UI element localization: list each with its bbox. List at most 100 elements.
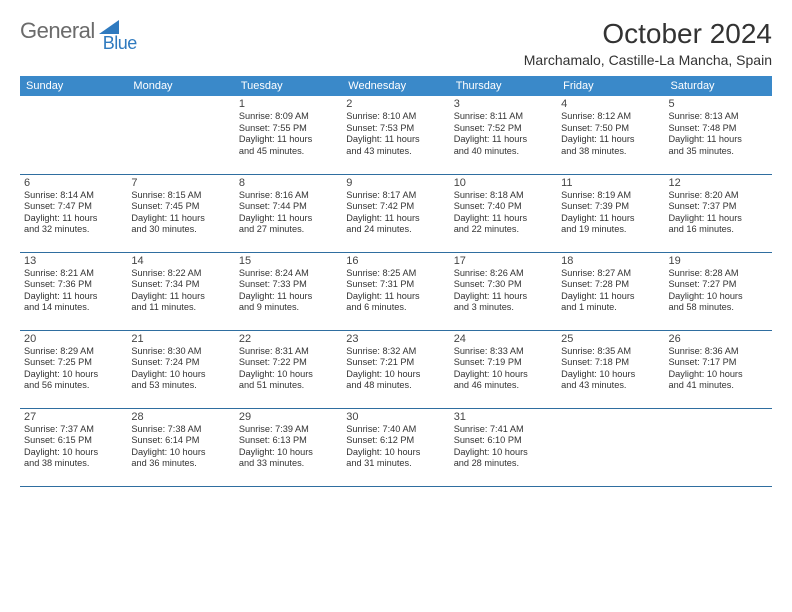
calendar-cell-empty [665,408,772,486]
calendar-cell: 29Sunrise: 7:39 AMSunset: 6:13 PMDayligh… [235,408,342,486]
weekday-header: Saturday [665,76,772,96]
sunrise-line: Sunrise: 8:36 AM [669,346,768,358]
daylight-line: and 53 minutes. [131,380,230,392]
daylight-line: and 28 minutes. [454,458,553,470]
daylight-line: and 41 minutes. [669,380,768,392]
sunset-line: Sunset: 7:52 PM [454,123,553,135]
daylight-line: and 45 minutes. [239,146,338,158]
day-number: 9 [346,177,445,189]
daylight-line: Daylight: 10 hours [669,369,768,381]
calendar-week-row: 13Sunrise: 8:21 AMSunset: 7:36 PMDayligh… [20,252,772,330]
sunset-line: Sunset: 7:40 PM [454,201,553,213]
calendar-cell: 14Sunrise: 8:22 AMSunset: 7:34 PMDayligh… [127,252,234,330]
daylight-line: and 30 minutes. [131,224,230,236]
calendar-cell: 9Sunrise: 8:17 AMSunset: 7:42 PMDaylight… [342,174,449,252]
sunrise-line: Sunrise: 8:26 AM [454,268,553,280]
sunset-line: Sunset: 7:39 PM [561,201,660,213]
daylight-line: Daylight: 10 hours [239,447,338,459]
sunset-line: Sunset: 7:22 PM [239,357,338,369]
sunset-line: Sunset: 7:18 PM [561,357,660,369]
calendar-cell-empty [20,96,127,174]
day-number: 14 [131,255,230,267]
day-number: 30 [346,411,445,423]
day-number: 5 [669,98,768,110]
sunset-line: Sunset: 7:28 PM [561,279,660,291]
logo-word-blue: Blue [103,33,137,54]
day-number: 29 [239,411,338,423]
daylight-line: and 48 minutes. [346,380,445,392]
sunrise-line: Sunrise: 8:31 AM [239,346,338,358]
weekday-header: Tuesday [235,76,342,96]
calendar-cell: 27Sunrise: 7:37 AMSunset: 6:15 PMDayligh… [20,408,127,486]
calendar-cell: 26Sunrise: 8:36 AMSunset: 7:17 PMDayligh… [665,330,772,408]
daylight-line: Daylight: 11 hours [346,213,445,225]
calendar-cell: 31Sunrise: 7:41 AMSunset: 6:10 PMDayligh… [450,408,557,486]
sunrise-line: Sunrise: 7:40 AM [346,424,445,436]
daylight-line: Daylight: 11 hours [239,291,338,303]
sunset-line: Sunset: 7:45 PM [131,201,230,213]
calendar-cell: 2Sunrise: 8:10 AMSunset: 7:53 PMDaylight… [342,96,449,174]
day-number: 24 [454,333,553,345]
daylight-line: Daylight: 11 hours [669,213,768,225]
daylight-line: and 19 minutes. [561,224,660,236]
calendar-week-row: 1Sunrise: 8:09 AMSunset: 7:55 PMDaylight… [20,96,772,174]
sunrise-line: Sunrise: 7:39 AM [239,424,338,436]
daylight-line: Daylight: 11 hours [454,213,553,225]
calendar-week-row: 20Sunrise: 8:29 AMSunset: 7:25 PMDayligh… [20,330,772,408]
daylight-line: and 35 minutes. [669,146,768,158]
sunset-line: Sunset: 6:14 PM [131,435,230,447]
daylight-line: and 43 minutes. [561,380,660,392]
title-block: October 2024 Marchamalo, Castille-La Man… [524,18,772,68]
daylight-line: Daylight: 11 hours [131,213,230,225]
calendar-cell: 30Sunrise: 7:40 AMSunset: 6:12 PMDayligh… [342,408,449,486]
day-number: 21 [131,333,230,345]
day-number: 12 [669,177,768,189]
calendar-cell: 23Sunrise: 8:32 AMSunset: 7:21 PMDayligh… [342,330,449,408]
day-number: 1 [239,98,338,110]
sunrise-line: Sunrise: 8:35 AM [561,346,660,358]
calendar-cell: 19Sunrise: 8:28 AMSunset: 7:27 PMDayligh… [665,252,772,330]
sunset-line: Sunset: 6:15 PM [24,435,123,447]
calendar-week-row: 27Sunrise: 7:37 AMSunset: 6:15 PMDayligh… [20,408,772,486]
sunrise-line: Sunrise: 8:30 AM [131,346,230,358]
calendar-cell: 18Sunrise: 8:27 AMSunset: 7:28 PMDayligh… [557,252,664,330]
daylight-line: and 36 minutes. [131,458,230,470]
sunset-line: Sunset: 7:44 PM [239,201,338,213]
calendar-cell: 3Sunrise: 8:11 AMSunset: 7:52 PMDaylight… [450,96,557,174]
calendar-cell: 11Sunrise: 8:19 AMSunset: 7:39 PMDayligh… [557,174,664,252]
daylight-line: and 24 minutes. [346,224,445,236]
sunrise-line: Sunrise: 8:16 AM [239,190,338,202]
sunset-line: Sunset: 7:33 PM [239,279,338,291]
calendar-cell: 1Sunrise: 8:09 AMSunset: 7:55 PMDaylight… [235,96,342,174]
daylight-line: Daylight: 10 hours [131,447,230,459]
sunset-line: Sunset: 7:47 PM [24,201,123,213]
calendar-cell: 13Sunrise: 8:21 AMSunset: 7:36 PMDayligh… [20,252,127,330]
day-number: 13 [24,255,123,267]
sunset-line: Sunset: 7:27 PM [669,279,768,291]
daylight-line: Daylight: 10 hours [24,369,123,381]
sunset-line: Sunset: 7:25 PM [24,357,123,369]
weekday-header: Sunday [20,76,127,96]
sunset-line: Sunset: 7:21 PM [346,357,445,369]
calendar-week-row: 6Sunrise: 8:14 AMSunset: 7:47 PMDaylight… [20,174,772,252]
daylight-line: and 43 minutes. [346,146,445,158]
sunrise-line: Sunrise: 7:41 AM [454,424,553,436]
day-number: 10 [454,177,553,189]
day-number: 16 [346,255,445,267]
header: General Blue October 2024 Marchamalo, Ca… [20,18,772,68]
daylight-line: Daylight: 11 hours [346,291,445,303]
daylight-line: and 11 minutes. [131,302,230,314]
daylight-line: Daylight: 11 hours [346,134,445,146]
day-number: 23 [346,333,445,345]
calendar-body: 1Sunrise: 8:09 AMSunset: 7:55 PMDaylight… [20,96,772,486]
calendar-cell: 22Sunrise: 8:31 AMSunset: 7:22 PMDayligh… [235,330,342,408]
daylight-line: and 51 minutes. [239,380,338,392]
daylight-line: Daylight: 11 hours [239,213,338,225]
daylight-line: and 16 minutes. [669,224,768,236]
daylight-line: Daylight: 11 hours [561,213,660,225]
sunrise-line: Sunrise: 7:37 AM [24,424,123,436]
calendar-head: SundayMondayTuesdayWednesdayThursdayFrid… [20,76,772,96]
daylight-line: Daylight: 10 hours [561,369,660,381]
daylight-line: Daylight: 10 hours [346,369,445,381]
calendar-cell: 17Sunrise: 8:26 AMSunset: 7:30 PMDayligh… [450,252,557,330]
